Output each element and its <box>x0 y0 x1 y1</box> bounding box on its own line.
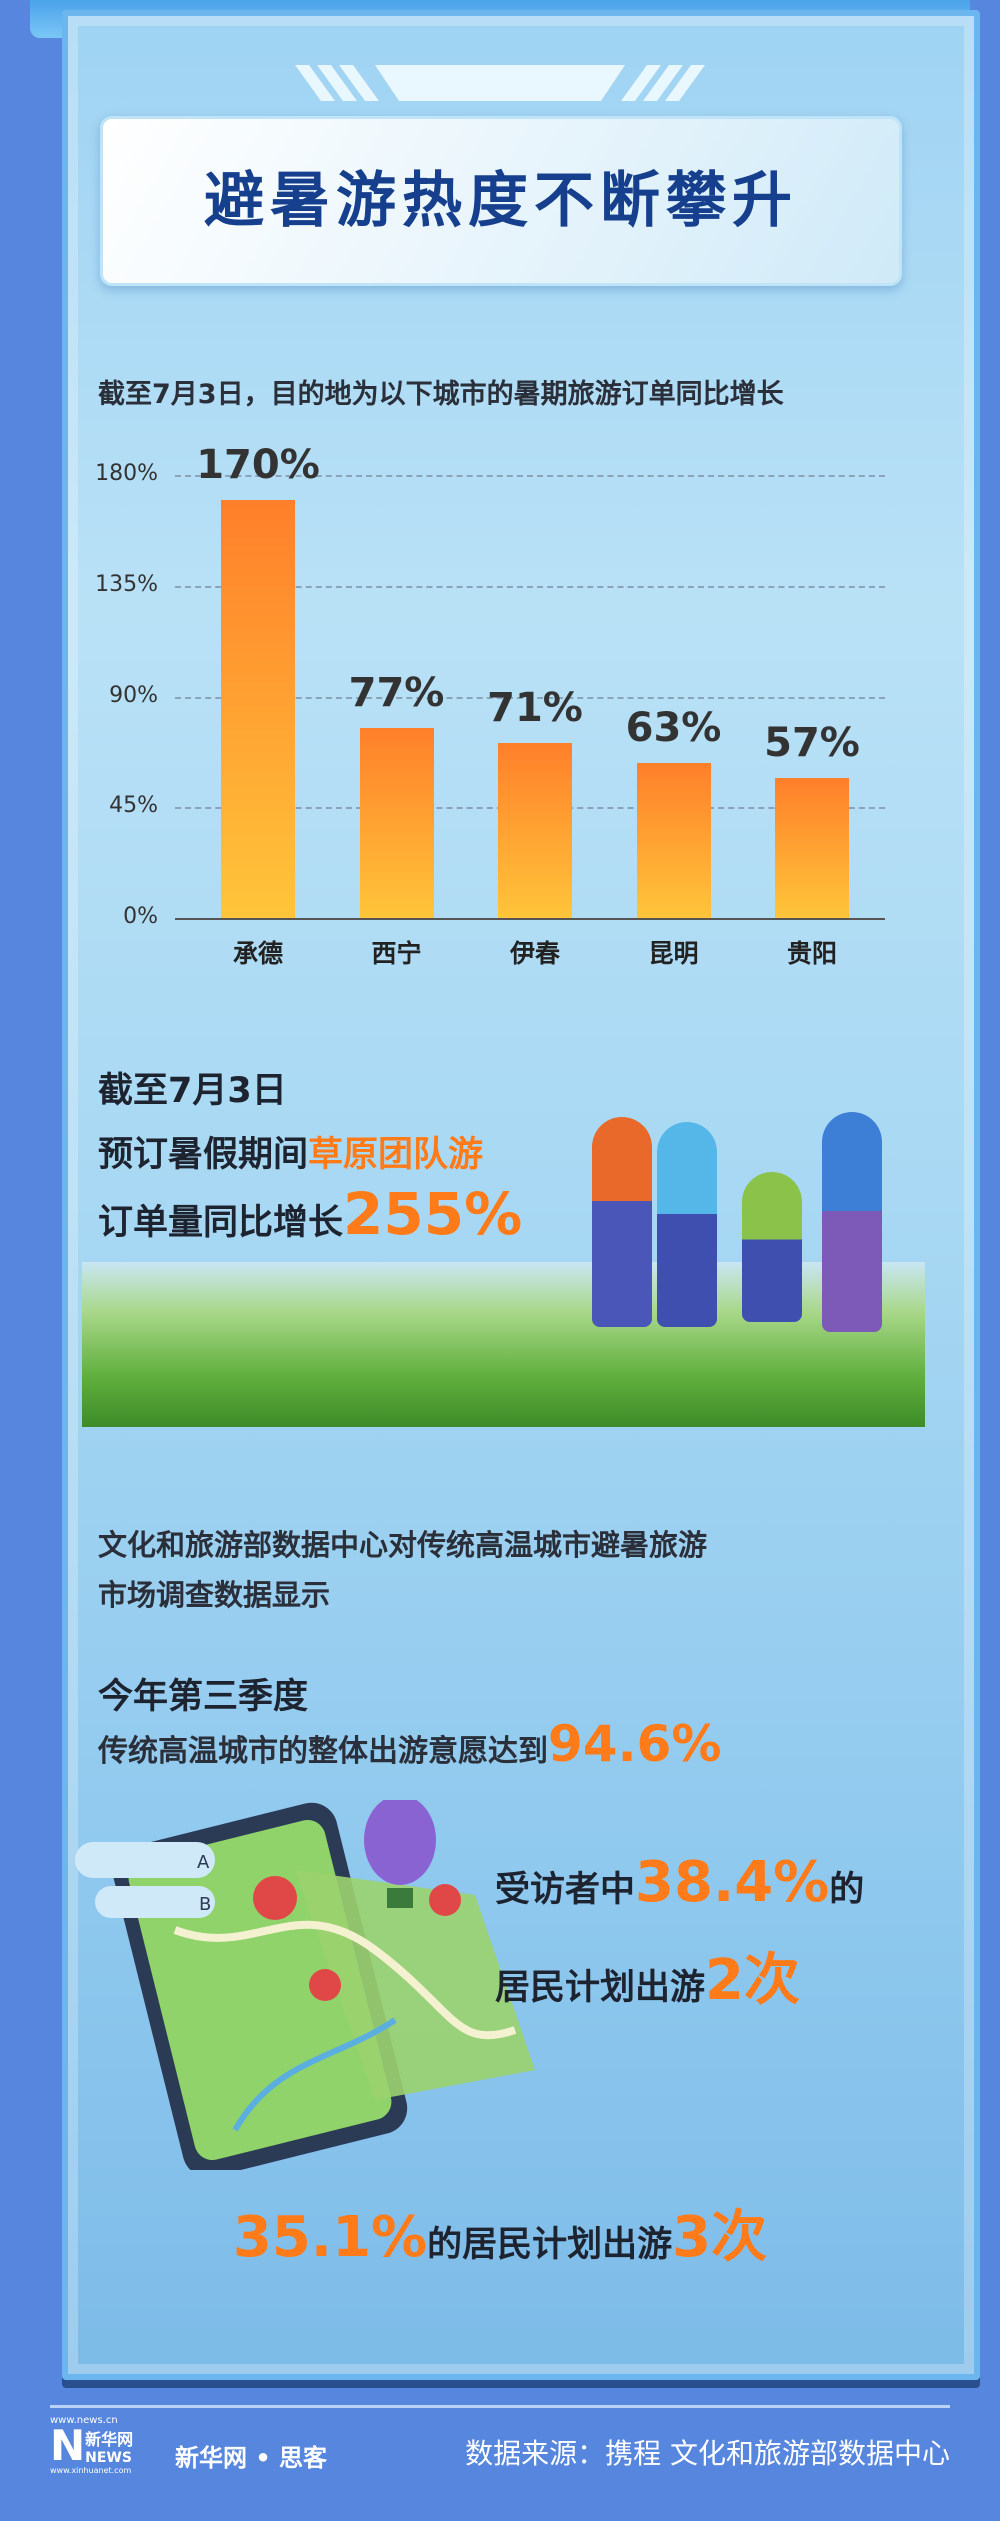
category-label: 昆明 <box>648 939 699 968</box>
brand-name: 新华网 • 思客 <box>175 2444 328 2472</box>
runner <box>592 1117 652 1327</box>
highlight: 草原团队游 <box>308 1135 484 1175</box>
text: 传统高温城市的整体出游意愿达到 <box>98 1734 548 1769</box>
header-decoration <box>295 65 705 101</box>
title-box <box>100 116 902 286</box>
bar <box>775 777 849 918</box>
gridline <box>175 475 885 477</box>
stat-value: 38.4% <box>635 1850 830 1915</box>
runner <box>657 1122 717 1327</box>
intent-value: 94.6% <box>548 1715 722 1773</box>
survey-intro-2: 市场调查数据显示 <box>98 1578 331 1612</box>
y-tick-label: 45% <box>109 793 158 819</box>
stat-3-line: 35.1%的居民计划出游3次 <box>0 2192 1000 2273</box>
text: 预订暑假期间 <box>98 1135 309 1175</box>
bubble-a-label: A <box>197 1852 210 1873</box>
text: 居民计划出游 <box>495 1968 706 2008</box>
grassland-date: 截至7月3日 <box>98 1071 287 1111</box>
chart-subtitle: 截至7月3日，目的地为以下城市的暑期旅游订单同比增长 <box>98 379 784 410</box>
bar <box>359 728 434 918</box>
runner <box>742 1172 802 1322</box>
y-tick-label: 180% <box>95 461 158 486</box>
category-label: 伊春 <box>509 939 560 968</box>
category-label: 贵阳 <box>786 939 837 968</box>
intent-line: 传统高温城市的整体出游意愿达到94.6% <box>98 1715 721 1773</box>
logo-cn: 新华网 <box>85 2430 134 2449</box>
map-phone-illustration: A B <box>75 1800 535 2170</box>
bar-value-label: 77% <box>348 670 445 717</box>
y-tick-label: 135% <box>95 571 158 597</box>
footer-divider <box>50 2405 950 2408</box>
grassland-illustration <box>82 1112 925 1427</box>
survey-intro: 文化和旅游部数据中心对传统高温城市避暑旅游 <box>98 1528 708 1562</box>
category-label: 西宁 <box>371 939 422 968</box>
q3-label: 今年第三季度 <box>98 1677 309 1717</box>
gridline <box>175 696 885 699</box>
text: 的居民计划出游 <box>427 2225 673 2265</box>
stat-1-line: 受访者中38.4%的 <box>495 1850 864 1915</box>
logo-url-2: www.xinhuanet.com <box>50 2466 132 2475</box>
bar <box>636 762 711 918</box>
bar-value-label: 63% <box>625 704 722 751</box>
logo-url: www.news.cn <box>50 2415 118 2426</box>
grassland-line2: 预订暑假期间草原团队游 <box>98 1126 483 1177</box>
gridline <box>175 585 885 588</box>
stat-2-line: 居民计划出游2次 <box>495 1935 800 2016</box>
stat-value: 35.1% <box>232 2205 428 2270</box>
text: 的 <box>829 1870 865 1910</box>
stat-value: 3次 <box>672 2205 768 2270</box>
growth-value: 255% <box>343 1180 523 1248</box>
bubble-b-label: B <box>199 1894 211 1915</box>
bar <box>498 743 572 918</box>
y-tick-label: 0% <box>123 904 158 929</box>
data-source: 数据来源：携程 文化和旅游部数据中心 <box>465 2437 950 2470</box>
bar-value-label: 57% <box>764 719 860 766</box>
text: 订单量同比增长 <box>98 1203 344 1243</box>
grassland-line3: 订单量同比增长255% <box>98 1180 522 1248</box>
bar <box>221 499 295 918</box>
bar-value-label: 170% <box>196 441 320 488</box>
category-label: 承德 <box>232 939 283 968</box>
y-tick-label: 90% <box>109 682 158 708</box>
logo-en: NEWS <box>85 2450 132 2466</box>
page-title: 避暑游热度不断攀升 <box>204 166 798 236</box>
text: 受访者中 <box>495 1870 636 1910</box>
bar-value-label: 71% <box>487 685 583 732</box>
xinhua-logo: www.news.cn N 新华网 NEWS www.xinhuanet.com <box>50 2415 160 2475</box>
x-axis-line <box>175 918 885 920</box>
stat-value: 2次 <box>705 1948 800 2013</box>
runner <box>822 1112 882 1332</box>
